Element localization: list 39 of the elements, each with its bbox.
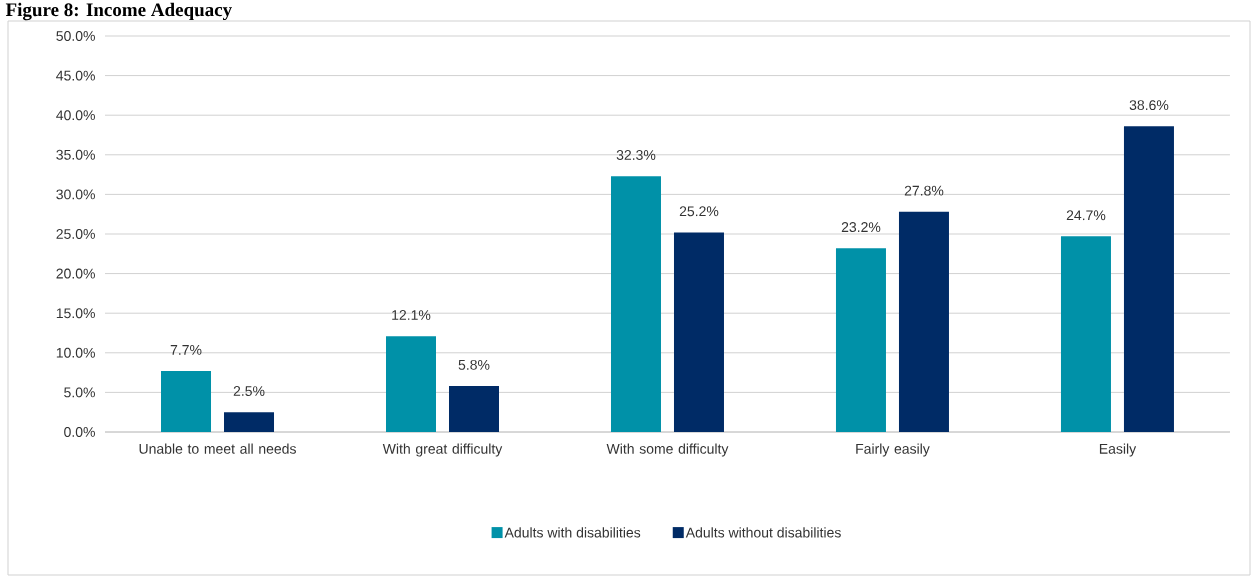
bar xyxy=(673,232,724,432)
y-tick-label: 20.0% xyxy=(56,268,95,279)
legend-label: Adults without disabilities xyxy=(685,527,841,538)
x-tick-label: Unable to meet all needs xyxy=(139,443,296,454)
data-label: 2.5% xyxy=(233,386,265,396)
data-label: 27.8% xyxy=(904,185,944,196)
data-label: 12.1% xyxy=(392,310,431,320)
bar xyxy=(1060,236,1111,432)
y-tick-label: 10.0% xyxy=(56,347,95,358)
bar xyxy=(386,336,436,432)
bar xyxy=(610,176,661,432)
bar xyxy=(1123,126,1174,432)
bar xyxy=(224,412,275,432)
x-tick-label: With some difficulty xyxy=(606,443,729,457)
x-tick-label: With great difficulty xyxy=(382,443,503,457)
data-label: 5.8% xyxy=(458,359,490,370)
y-tick-label: 35.0% xyxy=(56,149,95,160)
bar xyxy=(898,211,949,432)
y-tick-label: 15.0% xyxy=(56,308,95,319)
bar xyxy=(449,386,499,432)
data-label: 38.6% xyxy=(1129,100,1169,111)
bar xyxy=(835,248,886,432)
legend-label: Adults with disabilities xyxy=(504,527,641,538)
chart-title: Figure 8: Income Adequacy xyxy=(5,2,232,21)
data-label: 24.7% xyxy=(1066,210,1106,221)
y-tick-label: 45.0% xyxy=(56,70,95,81)
x-tick-label: Easily xyxy=(1099,443,1137,457)
data-label: 25.2% xyxy=(679,206,719,217)
y-tick-label: 50.0% xyxy=(56,31,95,41)
bar xyxy=(161,371,212,432)
y-tick-label: 40.0% xyxy=(56,110,95,121)
data-label: 32.3% xyxy=(616,150,656,160)
y-tick-label: 0.0% xyxy=(64,427,95,437)
y-tick-label: 30.0% xyxy=(56,189,95,200)
data-label: 7.7% xyxy=(170,345,202,355)
y-tick-label: 25.0% xyxy=(56,229,95,239)
y-tick-label: 5.0% xyxy=(64,387,95,398)
x-tick-label: Fairly easily xyxy=(856,443,930,457)
data-label: 23.2% xyxy=(841,222,881,233)
